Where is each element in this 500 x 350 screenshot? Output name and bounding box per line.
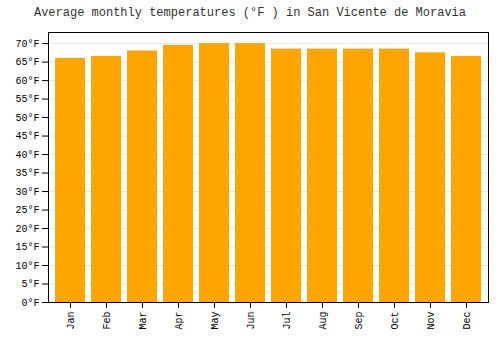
svg-text:60°F: 60°F: [15, 76, 39, 87]
svg-text:Apr: Apr: [174, 312, 185, 330]
svg-text:May: May: [210, 312, 221, 330]
svg-text:45°F: 45°F: [15, 131, 39, 142]
svg-text:10°F: 10°F: [15, 261, 39, 272]
svg-text:Jul: Jul: [282, 312, 293, 330]
svg-text:70°F: 70°F: [15, 39, 39, 50]
svg-text:Oct: Oct: [390, 312, 401, 330]
svg-text:55°F: 55°F: [15, 94, 39, 105]
svg-text:Jun: Jun: [246, 312, 257, 330]
svg-text:30°F: 30°F: [15, 187, 39, 198]
svg-text:25°F: 25°F: [15, 205, 39, 216]
svg-text:Sep: Sep: [354, 312, 365, 330]
svg-text:Mar: Mar: [138, 312, 149, 330]
svg-text:65°F: 65°F: [15, 57, 39, 68]
html-text:Average monthly temperatures (: Average monthly temperatures (°F ) in Sa…: [34, 6, 466, 20]
svg-text:35°F: 35°F: [15, 168, 39, 179]
svg-text:5°F: 5°F: [21, 279, 39, 290]
svg-text:Aug: Aug: [318, 312, 329, 330]
svg-text:50°F: 50°F: [15, 113, 39, 124]
svg-text:0°F: 0°F: [21, 298, 39, 309]
svg-text:40°F: 40°F: [15, 150, 39, 161]
svg-text:Feb: Feb: [102, 312, 113, 330]
svg-text:15°F: 15°F: [15, 242, 39, 253]
svg-text:Nov: Nov: [426, 312, 437, 330]
svg-text:Dec: Dec: [462, 312, 473, 330]
svg-text:Jan: Jan: [66, 312, 77, 330]
svg-text:20°F: 20°F: [15, 224, 39, 235]
